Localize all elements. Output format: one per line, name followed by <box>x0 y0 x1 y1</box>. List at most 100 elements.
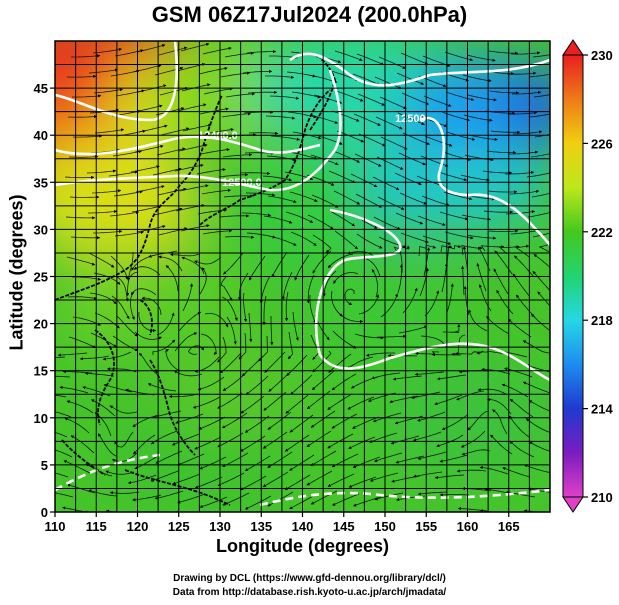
streamline <box>344 288 355 305</box>
streamline <box>394 415 424 425</box>
streamline <box>262 471 289 488</box>
streamline <box>290 374 313 395</box>
streamline <box>65 216 96 220</box>
streamline <box>220 71 251 78</box>
streamline <box>131 288 157 296</box>
streamline <box>332 150 360 163</box>
streamline <box>512 90 542 95</box>
streamline <box>284 434 310 452</box>
streamline <box>371 269 379 298</box>
streamline <box>483 210 514 214</box>
streamline <box>64 417 90 434</box>
streamline <box>224 51 255 58</box>
streamline <box>436 514 465 515</box>
streamline <box>335 90 364 102</box>
streamline <box>336 130 365 143</box>
streamline <box>397 112 425 125</box>
streamline <box>420 155 449 167</box>
streamline <box>165 348 181 372</box>
streamline <box>331 413 358 429</box>
streamline <box>467 410 490 431</box>
colorbar-tick-label: 210 <box>591 490 613 505</box>
streamline <box>417 491 448 496</box>
y-axis-title: Latitude (degrees) <box>6 194 27 351</box>
streamline <box>365 352 395 357</box>
streamline <box>476 351 506 355</box>
streamline <box>199 107 229 115</box>
streamline <box>461 265 465 296</box>
streamline <box>378 56 406 69</box>
streamline <box>68 155 99 159</box>
streamline <box>354 333 384 340</box>
streamline <box>165 265 179 292</box>
streamline <box>182 123 212 132</box>
streamline <box>334 50 363 61</box>
streamline <box>268 235 297 246</box>
x-tick-label: 140 <box>292 519 314 534</box>
streamline <box>86 169 117 174</box>
streamline <box>527 212 550 218</box>
y-tick-label: 45 <box>34 81 48 96</box>
streamline <box>369 472 399 482</box>
streamline <box>509 415 530 438</box>
streamline <box>369 432 398 443</box>
streamline <box>262 295 267 326</box>
streamline <box>67 114 98 119</box>
streamline <box>375 116 403 130</box>
streamline <box>306 430 332 448</box>
streamline <box>493 268 509 295</box>
streamline <box>354 153 382 167</box>
x-tick-label: 165 <box>498 519 520 534</box>
streamline <box>415 351 440 356</box>
streamline <box>88 68 119 74</box>
streamline <box>199 496 228 508</box>
streamline <box>532 232 550 238</box>
streamline <box>507 111 538 115</box>
streamline <box>527 487 550 493</box>
streamline <box>424 290 440 317</box>
streamline <box>243 292 248 323</box>
colorbar-upper-arrow <box>562 39 584 56</box>
streamline <box>90 399 116 417</box>
y-tick-label: 0 <box>41 505 48 520</box>
streamline <box>498 245 520 255</box>
streamline <box>59 385 89 394</box>
streamline <box>468 309 488 332</box>
streamline <box>463 114 493 122</box>
streamline <box>63 460 91 474</box>
streamline <box>168 393 199 399</box>
streamline <box>248 312 253 343</box>
streamline <box>55 431 68 438</box>
streamline <box>486 150 517 155</box>
streamline <box>522 340 550 354</box>
streamline <box>180 42 210 52</box>
streamline <box>55 492 74 498</box>
streamline <box>221 296 238 322</box>
streamline <box>240 171 271 176</box>
streamline <box>245 375 269 396</box>
streamline <box>158 255 183 272</box>
x-tick-label: 120 <box>127 519 149 534</box>
streamline <box>217 336 227 363</box>
streamline <box>529 441 550 452</box>
streamline <box>327 433 354 449</box>
streamline <box>327 473 355 487</box>
streamline <box>248 131 279 135</box>
streamline <box>372 176 400 190</box>
streamline <box>379 96 407 110</box>
streamline <box>525 418 550 434</box>
streamline <box>413 471 443 478</box>
y-tick-label: 15 <box>34 364 48 379</box>
streamline <box>135 185 165 193</box>
streamline <box>510 229 541 235</box>
streamline <box>181 83 211 92</box>
streamline <box>198 416 226 430</box>
streamline <box>394 172 422 186</box>
streamline <box>218 173 249 178</box>
streamline <box>286 354 308 376</box>
streamline <box>198 66 228 75</box>
streamline <box>127 474 157 485</box>
streamline <box>64 175 95 179</box>
streamline <box>89 292 117 305</box>
y-tick-label: 30 <box>34 222 48 237</box>
